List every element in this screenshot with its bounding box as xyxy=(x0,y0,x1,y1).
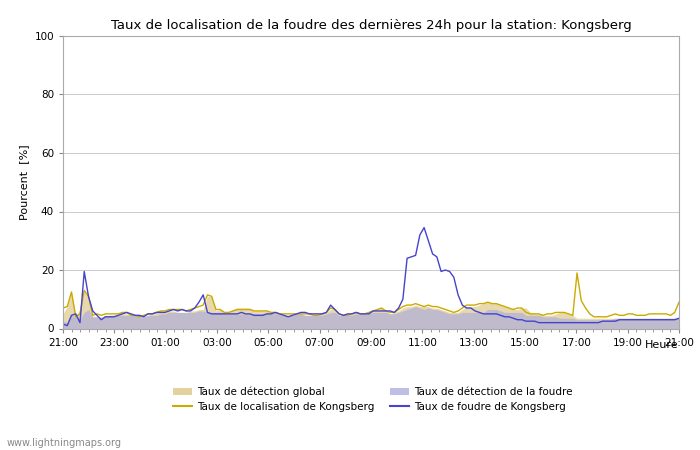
Legend: Taux de détection global, Taux de localisation de Kongsberg, Taux de détection d: Taux de détection global, Taux de locali… xyxy=(173,387,573,412)
Y-axis label: Pourcent  [%]: Pourcent [%] xyxy=(19,144,29,220)
Text: www.lightningmaps.org: www.lightningmaps.org xyxy=(7,438,122,448)
Text: Heure: Heure xyxy=(645,340,679,350)
Title: Taux de localisation de la foudre des dernières 24h pour la station: Kongsberg: Taux de localisation de la foudre des de… xyxy=(111,19,631,32)
